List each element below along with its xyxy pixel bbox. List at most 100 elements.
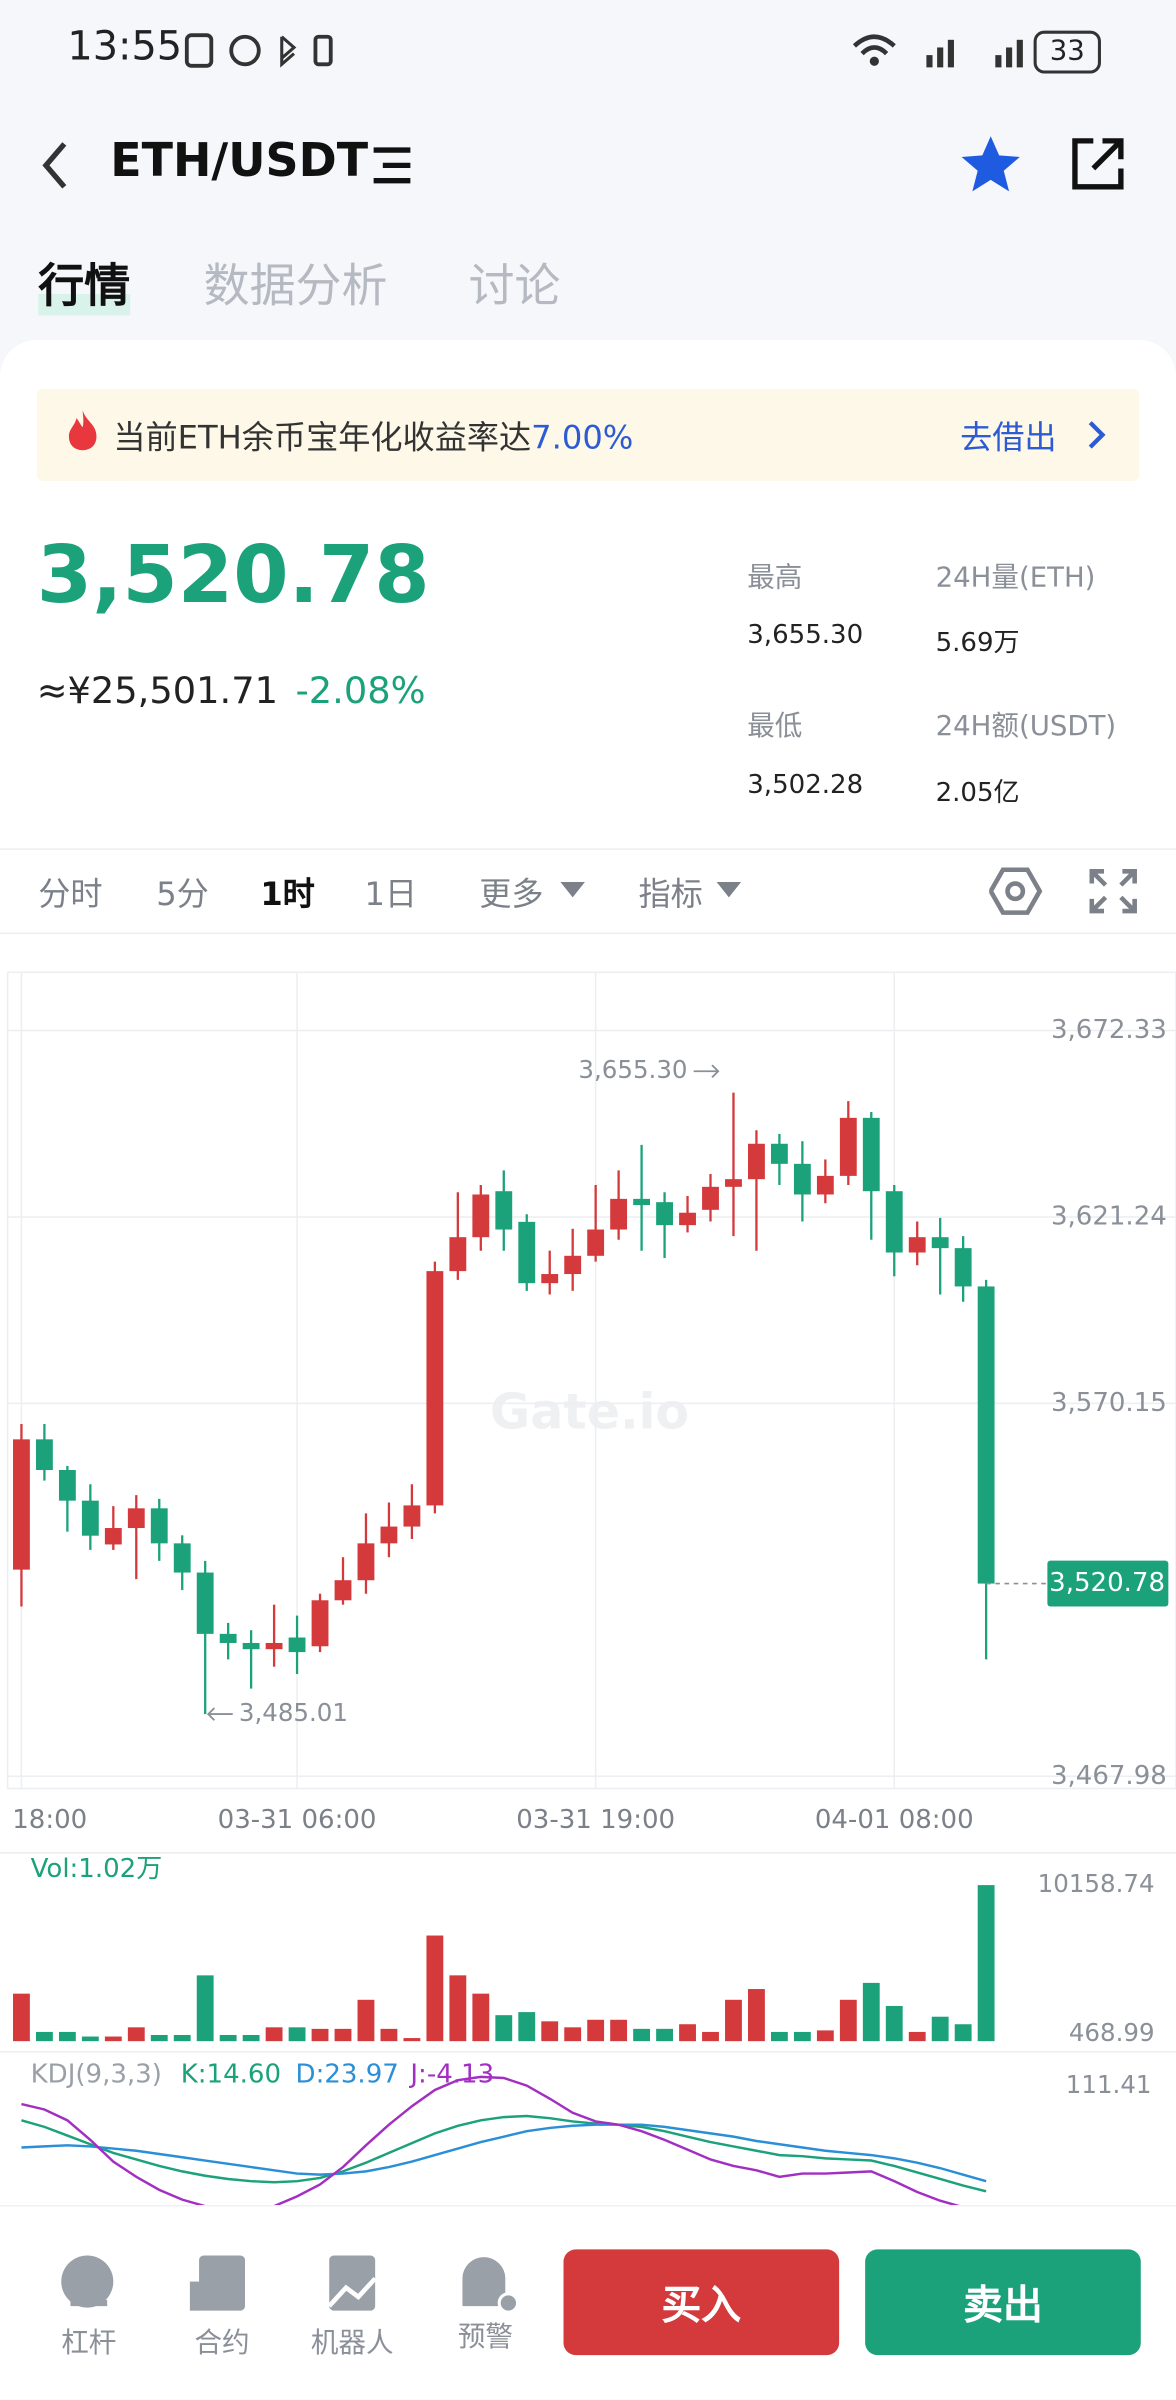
volume-bar xyxy=(58,2031,76,2042)
candle-body xyxy=(35,1439,53,1471)
x-tick-label: 03-31 06:00 xyxy=(218,1805,377,1835)
volume-bar xyxy=(518,2012,536,2042)
volume-bar xyxy=(81,2036,99,2042)
volume-bar xyxy=(587,2019,605,2042)
candle-body xyxy=(908,1237,926,1253)
candle-body xyxy=(449,1237,467,1272)
volume-bar xyxy=(196,1975,214,2042)
stat-label: 最高 xyxy=(747,561,803,595)
sell-button[interactable]: 卖出 xyxy=(865,2249,1141,2356)
candle-body xyxy=(610,1198,628,1230)
candle-body xyxy=(954,1248,972,1287)
volume-bar xyxy=(931,2016,949,2042)
interval[interactable]: 更多 xyxy=(479,875,544,913)
volume-bar xyxy=(725,1999,742,2042)
chart-tools[interactable] xyxy=(989,865,1142,917)
volume-bar xyxy=(380,2028,398,2042)
x-tick-label: 18:00 xyxy=(12,1805,87,1835)
tab[interactable]: 讨论 xyxy=(468,260,561,314)
banner-rate: 7.00% xyxy=(531,419,634,457)
tool-label[interactable]: 合约 xyxy=(194,2327,250,2360)
volume-bar xyxy=(150,2035,168,2042)
y-tick-label: 10158.74 xyxy=(1038,1869,1155,1898)
back-button[interactable] xyxy=(34,138,80,193)
tool-label[interactable]: 预警 xyxy=(457,2321,513,2354)
favorite-star[interactable] xyxy=(959,132,1023,196)
kline-chart: Gate.io 3,467.98 3,570.15 3,621.24 3,672.33… xyxy=(0,971,1176,2205)
candle-body xyxy=(793,1163,811,1195)
buy-button[interactable]: 买入 xyxy=(563,2249,840,2356)
panel-title: KDJ(9,3,3) xyxy=(31,2059,162,2089)
share-button[interactable] xyxy=(1069,135,1127,193)
tool-label[interactable]: 杠杆 xyxy=(61,2327,117,2360)
volume-bar xyxy=(104,2036,122,2042)
candle-body xyxy=(564,1255,582,1275)
divider xyxy=(0,932,1176,935)
volume-bar xyxy=(748,1989,765,2042)
candle-body xyxy=(541,1274,559,1284)
candle-body xyxy=(242,1642,260,1650)
legend-entry: D:23.97 xyxy=(296,2059,399,2089)
volume-bar xyxy=(35,2031,53,2042)
kdj-line xyxy=(21,2075,960,2205)
volume-bar xyxy=(357,1999,375,2042)
last-price-tag xyxy=(1047,1560,1169,1607)
volume-bar xyxy=(173,2035,191,2042)
stat-value: 3,502.28 xyxy=(747,770,864,801)
candle-body xyxy=(816,1175,834,1195)
volume-bar xyxy=(656,2028,673,2042)
volume-bar xyxy=(610,2019,628,2042)
cny-price: ≈¥25,501.71 xyxy=(36,669,278,713)
candle-body xyxy=(885,1191,903,1253)
y-tick-label: 111.41 xyxy=(1066,2070,1152,2099)
tab[interactable]: 行情 xyxy=(38,260,131,314)
volume-bar xyxy=(242,2035,260,2042)
volume-bar xyxy=(679,2024,696,2042)
candle-body xyxy=(977,1286,995,1584)
interval[interactable]: 1时 xyxy=(260,875,315,913)
candle-body xyxy=(656,1202,673,1226)
volume-bar xyxy=(334,2028,352,2042)
candle-body xyxy=(265,1642,283,1650)
tool-label[interactable]: 机器人 xyxy=(310,2327,394,2360)
banner[interactable] xyxy=(36,388,1140,481)
volume-bar xyxy=(793,2031,811,2042)
interval[interactable]: 指标 xyxy=(638,875,703,913)
divider xyxy=(0,848,1176,850)
volume-bar xyxy=(219,2035,237,2042)
stat-label: 24H额(USDT) xyxy=(935,710,1117,743)
tab-highlight xyxy=(38,294,131,316)
stat-value: 3,655.30 xyxy=(747,620,864,651)
banner-action[interactable]: 去借出 xyxy=(960,419,1057,457)
legend-entry: K:14.60 xyxy=(181,2059,281,2089)
candle-body xyxy=(150,1508,168,1544)
interval[interactable]: 5分 xyxy=(156,875,209,913)
volume-bar xyxy=(954,2024,972,2042)
interval[interactable]: 1日 xyxy=(364,875,418,913)
volume-bar xyxy=(816,2030,834,2042)
pair-menu[interactable] xyxy=(371,144,417,187)
candle-body xyxy=(311,1600,329,1647)
candle-body xyxy=(357,1543,375,1581)
interval[interactable]: 分时 xyxy=(38,875,103,913)
volume-bar xyxy=(265,2027,283,2042)
candle-body xyxy=(518,1221,536,1284)
candle-body xyxy=(81,1500,99,1536)
candle-body xyxy=(472,1194,490,1238)
pair-title[interactable]: ETH/USDT xyxy=(110,134,369,189)
banner-text: 当前ETH余币宝年化收益率达7.00% xyxy=(113,413,633,459)
volume-bar xyxy=(885,2005,903,2042)
stat-value: 2.05亿 xyxy=(935,777,1020,809)
candle-body xyxy=(380,1526,398,1544)
volume-bar xyxy=(495,2015,513,2042)
y-tick-label: 3,621.24 xyxy=(1051,1201,1167,1231)
signal-icons xyxy=(852,34,1023,68)
kdj-lines xyxy=(21,2075,987,2205)
tab[interactable]: 数据分析 xyxy=(203,260,388,314)
y-tick-label: 3,570.15 xyxy=(1051,1388,1167,1418)
battery: 33 xyxy=(1033,30,1101,74)
candle-body xyxy=(196,1572,214,1634)
annotation-arrow xyxy=(711,1064,720,1079)
